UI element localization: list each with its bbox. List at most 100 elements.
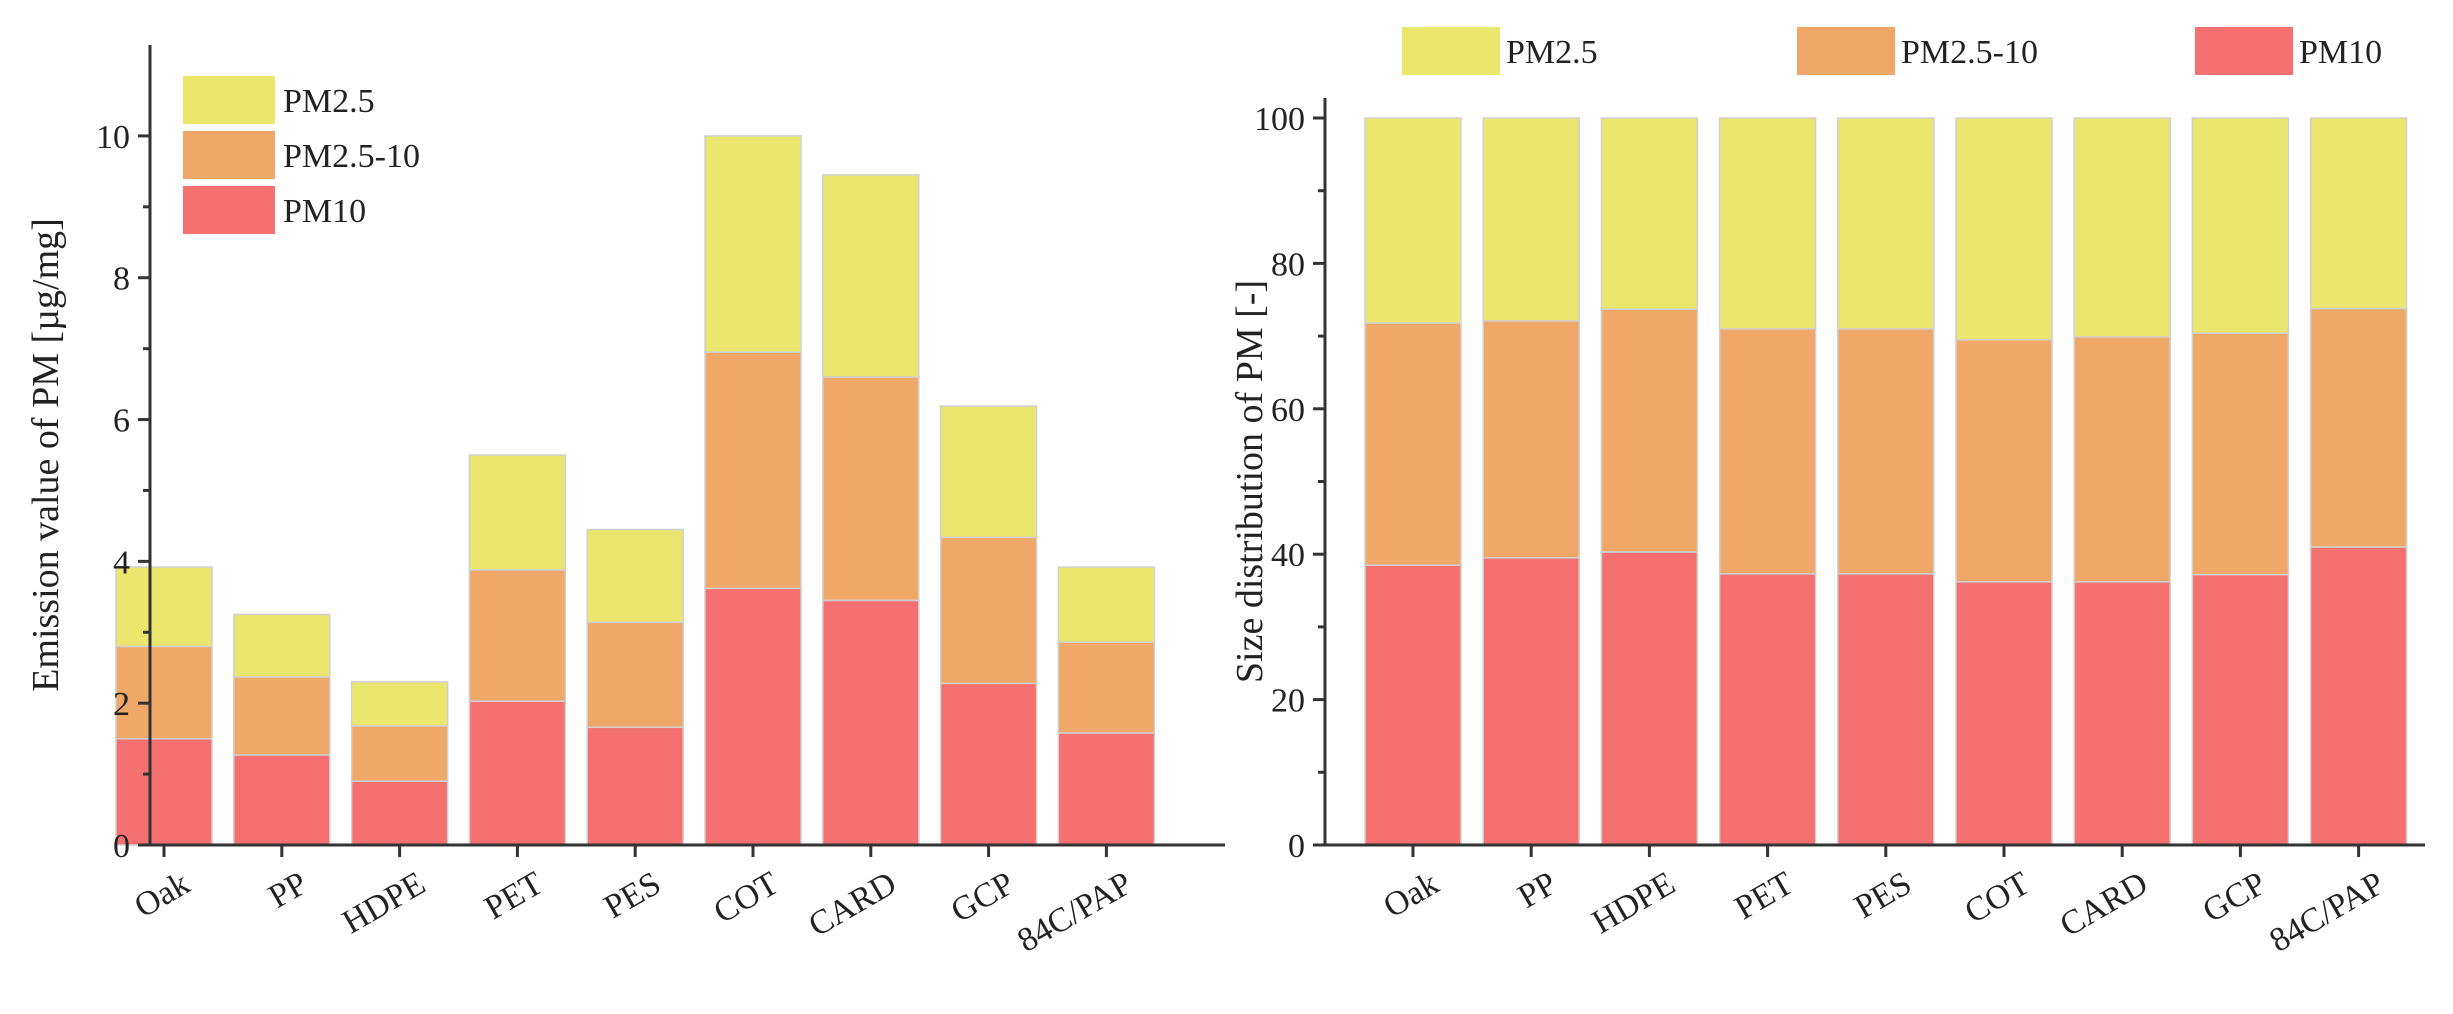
legend: PM2.5 PM2.5-10 PM10: [183, 76, 420, 234]
x-tick-label: HDPE: [336, 865, 431, 941]
bar-pm25-10-oak: [115, 645, 213, 740]
x-tick-label: COT: [1959, 865, 2037, 931]
y-tick-label: 0: [1288, 828, 1305, 865]
bar-pm10-hdpe: [350, 780, 449, 846]
bar-pm10-gcp: [2191, 573, 2290, 846]
bar-pm25-84c-pap: [1057, 566, 1156, 643]
bar-pm25-10-84c-pap: [2309, 307, 2408, 548]
bar-pm10-card: [2073, 581, 2171, 846]
x-tick-label: PES: [1849, 865, 1918, 926]
bar-pm10-pp: [233, 754, 331, 846]
bar-pm10-hdpe: [1600, 551, 1699, 846]
legend-swatch-pm25-10: [183, 131, 275, 179]
y-tick-label: 10: [96, 119, 130, 156]
bar-pm25-10-card: [822, 376, 920, 602]
bar-pm10-card: [822, 599, 920, 846]
bar-pm10-cot: [1955, 581, 2053, 846]
bars: [1364, 117, 2408, 846]
x-tick-label: CARD: [802, 865, 902, 944]
bar-pm10-oak: [115, 737, 213, 846]
bar-pm25-10-pp: [233, 676, 331, 756]
bar-pm25-10-hdpe: [1600, 308, 1699, 553]
bar-pm10-pes: [1837, 573, 1935, 846]
legend-label-pm10: PM10: [283, 193, 366, 230]
x-tick-label: 84C/PAP: [2264, 865, 2391, 960]
x-tick-label: GCP: [945, 865, 1021, 930]
x-tick-label: 84C/PAP: [1011, 865, 1138, 960]
legend-label-pm25: PM2.5: [283, 83, 375, 120]
legend-swatch-pm25-10: [1797, 27, 1895, 75]
bar-pm25-10-pes: [586, 621, 684, 728]
size-distribution-chart: 0 20 40 60 80 100 Oak PP HDPE PET PES COT CARD GCP84C…: [1229, 27, 2425, 960]
bar-pm25-10-cot: [704, 351, 802, 590]
y-tick-label: 6: [113, 403, 130, 440]
legend-label-pm25-10: PM2.5-10: [1901, 34, 2038, 71]
x-tick-label: PES: [598, 865, 667, 926]
x-tick-label: PET: [479, 865, 550, 927]
bar-pm10-84c-pap: [1057, 732, 1156, 846]
y-tick-label: 2: [113, 686, 130, 723]
bar-pm25-10-oak: [1364, 322, 1462, 566]
bar-pm25-pp: [233, 613, 331, 678]
legend-swatch-pm10: [183, 186, 275, 234]
bar-pm25-10-pet: [468, 569, 567, 702]
bar-pm25-card: [822, 174, 920, 378]
bar-pm25-oak: [1364, 117, 1462, 324]
bar-pm25-10-pp: [1482, 320, 1580, 559]
bar-pm25-gcp: [939, 405, 1038, 539]
legend-label-pm25-10: PM2.5-10: [283, 138, 420, 175]
x-tick-label: Oak: [128, 865, 196, 925]
bar-pm25-pes: [1837, 117, 1935, 330]
x-tick-label: PP: [1512, 865, 1563, 916]
bars: [115, 135, 1156, 846]
bar-pm25-10-card: [2073, 336, 2171, 583]
legend-label-pm10: PM10: [2299, 34, 2382, 71]
bar-pm10-84c-pap: [2309, 546, 2408, 846]
bar-pm10-cot: [704, 587, 802, 846]
x-tick-label: Oak: [1377, 865, 1445, 925]
bar-pm25-gcp: [2191, 117, 2290, 334]
x-tick-label: PET: [1729, 865, 1800, 927]
legend-swatch-pm25: [1402, 27, 1500, 75]
bar-pm25-10-pes: [1837, 328, 1935, 575]
bar-pm10-oak: [1364, 564, 1462, 846]
bar-pm25-pp: [1482, 117, 1580, 322]
bar-pm25-cot: [1955, 117, 2053, 341]
legend-swatch-pm25: [183, 76, 275, 124]
x-tick-label: HDPE: [1586, 865, 1681, 941]
bar-pm25-cot: [704, 135, 802, 353]
bar-pm10-pes: [586, 726, 684, 846]
y-tick-label: 100: [1254, 101, 1305, 138]
y-tick-label: 0: [113, 828, 130, 865]
bar-pm10-pet: [1718, 573, 1817, 846]
legend: PM2.5 PM2.5-10 PM10: [1402, 27, 2382, 75]
x-tick-label: GCP: [2197, 865, 2273, 930]
bar-pm25-pet: [468, 454, 567, 571]
bar-pm10-pp: [1482, 557, 1580, 846]
bar-pm25-10-pet: [1718, 328, 1817, 575]
legend-label-pm25: PM2.5: [1506, 34, 1598, 71]
y-tick-label: 4: [113, 544, 130, 581]
y-tick-label: 20: [1271, 683, 1305, 720]
bar-pm25-pet: [1718, 117, 1817, 330]
y-tick-label: 8: [113, 261, 130, 298]
bar-pm25-84c-pap: [2309, 117, 2408, 310]
bar-pm25-card: [2073, 117, 2171, 338]
bar-pm25-10-gcp: [939, 536, 1038, 685]
bar-pm25-hdpe: [350, 681, 449, 727]
bar-pm25-hdpe: [1600, 117, 1699, 310]
bar-pm10-pet: [468, 700, 567, 846]
y-axis-label: Emission value of PM [µg/mg]: [25, 218, 67, 692]
bar-pm25-10-gcp: [2191, 332, 2290, 576]
y-tick-label: 60: [1271, 392, 1305, 429]
x-tick-label: COT: [708, 865, 786, 931]
bar-pm25-10-cot: [1955, 338, 2053, 583]
legend-swatch-pm10: [2195, 27, 2293, 75]
x-tick-label: PP: [263, 865, 314, 916]
bar-pm25-10-hdpe: [350, 725, 449, 782]
bar-pm25-pes: [586, 528, 684, 624]
x-tick-label: CARD: [2054, 865, 2154, 944]
bar-pm25-10-84c-pap: [1057, 641, 1156, 734]
